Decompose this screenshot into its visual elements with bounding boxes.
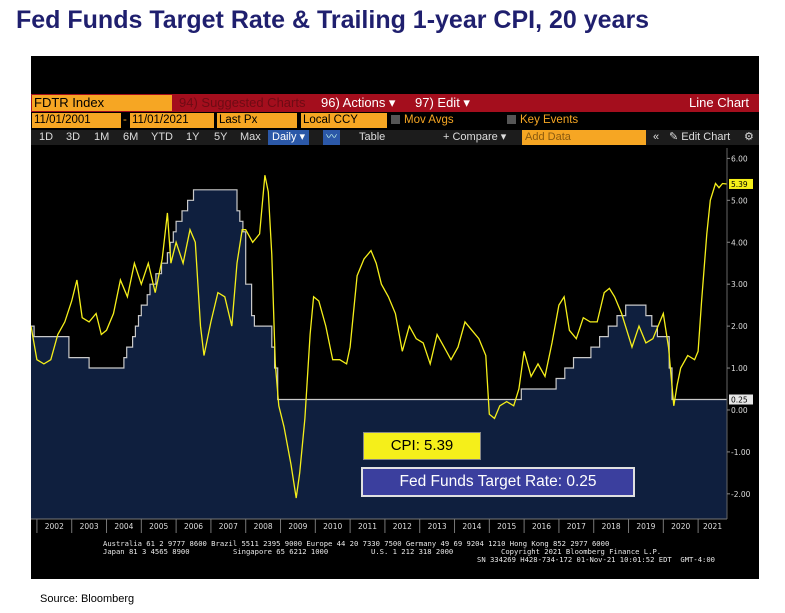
fed-funds-last-value-text: 0.25 (731, 395, 748, 404)
y-tick-label: 0.00 (731, 406, 748, 415)
checkbox-icon (507, 115, 516, 124)
actions-menu[interactable]: 96) Actions ▾ (321, 95, 396, 110)
period-6m[interactable]: 6M (123, 131, 139, 143)
field-select[interactable]: Last Px (217, 113, 297, 128)
footer-japan: Japan 81 3 4565 8900 (103, 547, 190, 556)
footer-serial: SN 334269 H428-734-172 01-Nov-21 10:01:5… (477, 555, 715, 564)
y-tick-label: 1.00 (731, 364, 748, 373)
function-toolbar: FDTR Index 94) Suggested Charts 96) Acti… (31, 94, 759, 112)
checkbox-icon (391, 115, 400, 124)
x-axis-band (31, 519, 759, 555)
period-1d[interactable]: 1D (39, 131, 54, 143)
x-tick-label: 2003 (80, 522, 99, 531)
table-button[interactable]: Table (359, 131, 386, 143)
x-tick-label: 2004 (114, 522, 133, 531)
x-tick-label: 2020 (671, 522, 690, 531)
period-ytd[interactable]: YTD (151, 131, 173, 143)
x-tick-label: 2019 (636, 522, 655, 531)
x-tick-label: 2011 (358, 522, 377, 531)
mov-avgs-toggle[interactable]: Mov Avgs (391, 113, 454, 128)
x-tick-label: 2013 (428, 522, 447, 531)
x-tick-label: 2017 (567, 522, 586, 531)
footer-us: U.S. 1 212 318 2000 (371, 547, 454, 556)
x-tick-label: 2021 (703, 522, 722, 531)
compare-button[interactable]: + Compare ▾ (443, 131, 507, 143)
bloomberg-terminal: FDTR Index 94) Suggested Charts 96) Acti… (31, 56, 759, 579)
period-1y[interactable]: 1Y (186, 131, 200, 143)
date-range-toolbar: 11/01/2001 - 11/01/2021 Last Px Local CC… (31, 113, 759, 129)
footer-copyright: Copyright 2021 Bloomberg Finance L.P. (501, 547, 662, 556)
add-data-input[interactable]: Add Data (522, 130, 646, 145)
fed-funds-last-value-box (729, 394, 753, 405)
y-tick-label: 6.00 (731, 154, 748, 163)
period-3d[interactable]: 3D (66, 131, 81, 143)
y-tick-label: -2.00 (731, 490, 751, 499)
mov-avgs-label: Mov Avgs (404, 114, 454, 126)
period-max[interactable]: Max (240, 131, 261, 143)
suggested-charts-menu[interactable]: 94) Suggested Charts (179, 95, 306, 110)
fed-funds-area (31, 189, 727, 520)
x-tick-label: 2018 (602, 522, 621, 531)
currency-select[interactable]: Local CCY (301, 113, 387, 128)
cpi-last-value-text: 5.39 (731, 180, 748, 189)
x-tick-label: 2016 (532, 522, 551, 531)
collapse-icon[interactable]: « (653, 131, 660, 143)
fed-funds-line (31, 189, 727, 401)
frequency-select[interactable]: Daily ▾ (268, 130, 310, 145)
y-tick-label: 2.00 (731, 322, 748, 331)
chart-type-label: Line Chart (689, 95, 749, 110)
edit-menu[interactable]: 97) Edit ▾ (415, 95, 470, 110)
y-tick-label: -1.00 (731, 448, 751, 457)
period-1m[interactable]: 1M (94, 131, 110, 143)
y-tick-label: 4.00 (731, 238, 748, 247)
x-tick-label: 2008 (254, 522, 273, 531)
y-tick-label: 3.00 (731, 280, 748, 289)
footer-singapore: Singapore 65 6212 1000 (233, 547, 329, 556)
x-tick-label: 2005 (149, 522, 168, 531)
edit-chart-button[interactable]: ✎ Edit Chart (669, 131, 731, 143)
x-tick-label: 2012 (393, 522, 412, 531)
cpi-line (31, 175, 728, 499)
key-events-label: Key Events (520, 114, 579, 126)
cpi-last-value-box (729, 178, 753, 189)
source-note: Source: Bloomberg (40, 593, 135, 605)
line-chart-icon[interactable]: 〰 (323, 130, 340, 145)
footer-phones-line: Australia 61 2 9777 8600 Brazil 5511 239… (103, 539, 610, 548)
start-date-field[interactable]: 11/01/2001 (32, 113, 121, 128)
x-tick-label: 2009 (288, 522, 307, 531)
fed-funds-callout: Fed Funds Target Rate: 0.25 (361, 467, 635, 497)
x-tick-label: 2015 (497, 522, 516, 531)
x-tick-label: 2006 (184, 522, 203, 531)
key-events-toggle[interactable]: Key Events (507, 113, 578, 128)
y-tick-label: 5.00 (731, 196, 748, 205)
ticker-field[interactable]: FDTR Index (32, 95, 172, 111)
cpi-callout: CPI: 5.39 (363, 432, 481, 460)
period-5y[interactable]: 5Y (214, 131, 228, 143)
page-title: Fed Funds Target Rate & Trailing 1-year … (16, 6, 650, 34)
date-separator: - (123, 114, 127, 126)
gear-icon[interactable]: ⚙ (744, 131, 754, 143)
x-tick-label: 2014 (462, 522, 481, 531)
x-tick-label: 2010 (323, 522, 342, 531)
period-toolbar: 1D 3D 1M 6M YTD 1Y 5Y Max Daily ▾ 〰 Tabl… (31, 130, 759, 145)
x-tick-label: 2007 (219, 522, 238, 531)
x-tick-label: 2002 (45, 522, 64, 531)
end-date-field[interactable]: 11/01/2021 (130, 113, 214, 128)
chart-plot: 6.00 5.00 4.00 3.00 2.00 1.00 0.00 -1.00 -2.00 5.… (31, 148, 759, 555)
